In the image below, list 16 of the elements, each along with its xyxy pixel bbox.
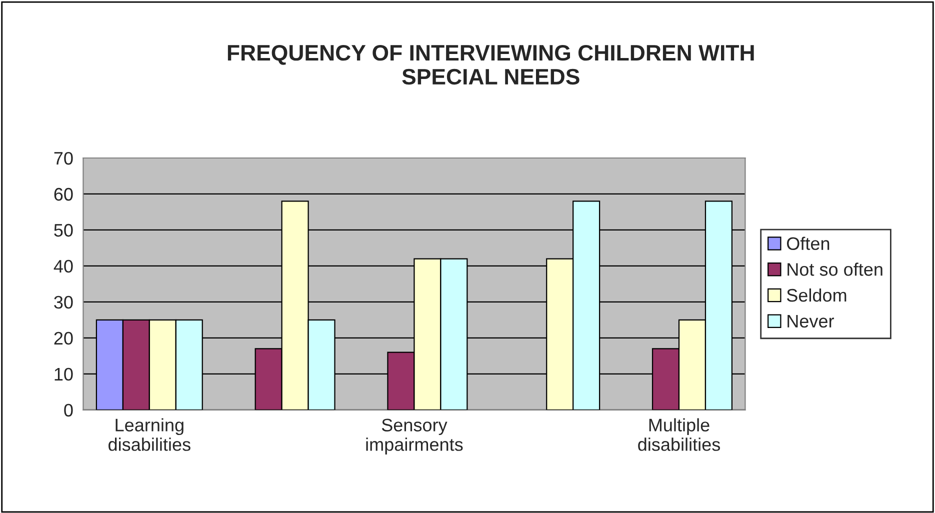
y-tick-label: 0 bbox=[64, 404, 73, 417]
y-tick-label: 70 bbox=[54, 152, 73, 165]
x-tick-label: Learning disabilities bbox=[108, 418, 190, 451]
x-tick-label: Sensory impairments bbox=[366, 418, 463, 454]
y-tick-label: 20 bbox=[54, 332, 73, 345]
y-tick-label: 60 bbox=[54, 188, 73, 201]
legend-label: Not so often bbox=[788, 262, 882, 276]
x-tick-label: Multiple disabilities bbox=[638, 418, 720, 451]
y-tick-label: 10 bbox=[54, 368, 73, 381]
chart-title: FREQUENCY OF INTERVIEWING CHILDREN WITH SPECIAL NEEDS bbox=[228, 44, 754, 85]
legend-label: Seldom bbox=[786, 288, 846, 302]
legend-label: Often bbox=[786, 236, 830, 250]
y-tick-label: 50 bbox=[54, 224, 73, 237]
legend-label: Never bbox=[788, 314, 834, 328]
y-tick-label: 30 bbox=[54, 296, 73, 309]
y-tick-label: 40 bbox=[54, 260, 73, 273]
